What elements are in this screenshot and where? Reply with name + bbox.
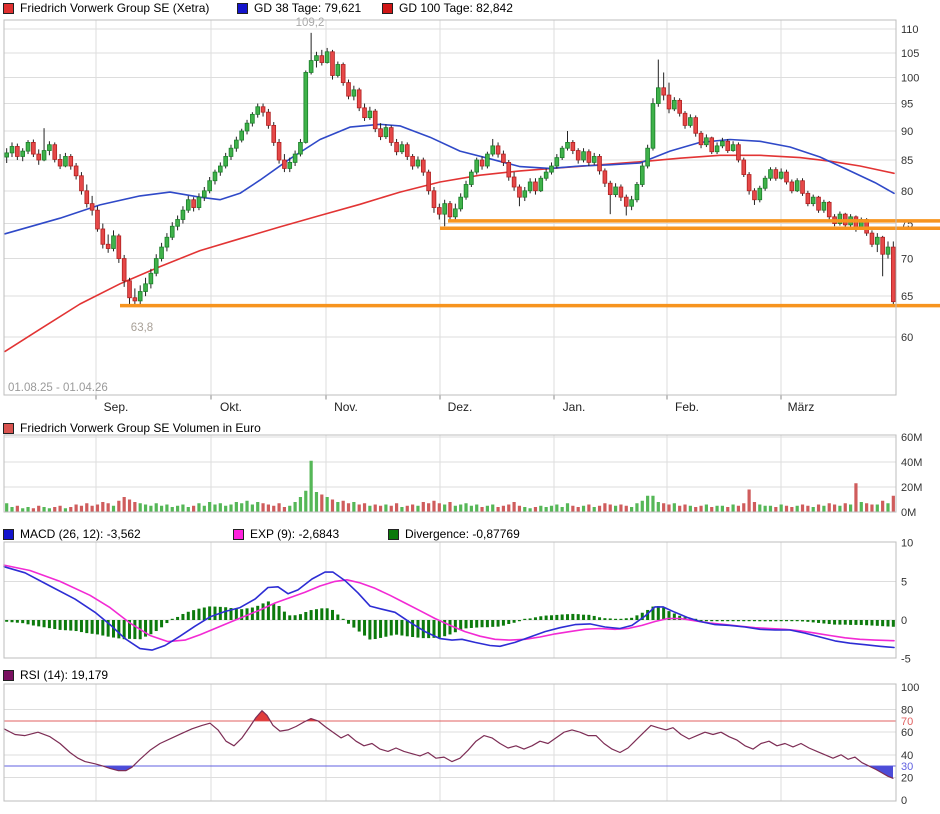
exp-swatch-icon: [233, 529, 244, 540]
volume-ytick: 40M: [901, 457, 922, 469]
rsi-legend: RSI (14): 19,179: [0, 668, 936, 683]
month-label: Nov.: [334, 400, 358, 414]
rsi-ytick: 20: [901, 772, 913, 784]
legend-item-volume: Friedrich Vorwerk Group SE Volumen in Eu…: [3, 421, 261, 435]
instrument-swatch-icon: [3, 3, 14, 14]
low-annotation: 63,8: [131, 322, 153, 334]
month-label: Sep.: [104, 400, 129, 414]
price-ytick: 90: [901, 126, 913, 138]
rsi-label: RSI (14): 19,179: [20, 668, 108, 682]
rsi-ytick: 100: [901, 682, 919, 694]
date-range-annotation: 01.08.25 - 01.04.26: [8, 382, 108, 394]
instrument-label: Friedrich Vorwerk Group SE (Xetra): [20, 1, 209, 15]
price-ytick: 100: [901, 73, 919, 85]
month-label: März: [788, 400, 815, 414]
divergence-swatch-icon: [388, 529, 399, 540]
volume-swatch-icon: [3, 423, 14, 434]
exp-label: EXP (9): -2,6843: [250, 527, 339, 541]
chart-canvas[interactable]: 1101051009590858075706560109,263,801.08.…: [0, 0, 940, 814]
volume-ytick: 0M: [901, 507, 916, 519]
legend-item-macd: MACD (26, 12): -3,562: [3, 527, 141, 541]
macd-ytick: 0: [901, 615, 907, 627]
volume-label: Friedrich Vorwerk Group SE Volumen in Eu…: [20, 421, 261, 435]
gd38-swatch-icon: [237, 3, 248, 14]
macd-ytick: -5: [901, 654, 911, 666]
price-chart-legend: Friedrich Vorwerk Group SE (Xetra) GD 38…: [0, 1, 936, 16]
rsi-ytick: 80: [901, 705, 913, 717]
price-ytick: 105: [901, 48, 919, 60]
legend-item-exp: EXP (9): -2,6843: [233, 527, 339, 541]
price-ytick: 65: [901, 291, 913, 303]
price-ytick: 80: [901, 186, 913, 198]
rsi-ytick: 0: [901, 795, 907, 807]
price-ytick: 110: [901, 24, 919, 36]
rsi-ytick: 30: [901, 761, 913, 773]
legend-item-gd38: GD 38 Tage: 79,621: [237, 1, 361, 15]
divergence-label: Divergence: -0,87769: [405, 527, 520, 541]
macd-label: MACD (26, 12): -3,562: [20, 527, 141, 541]
rsi-ytick: 40: [901, 750, 913, 762]
gd38-label: GD 38 Tage: 79,621: [254, 1, 361, 15]
price-ytick: 70: [901, 254, 913, 266]
month-label: Jan.: [563, 400, 586, 414]
gd100-label: GD 100 Tage: 82,842: [399, 1, 513, 15]
gd100-swatch-icon: [382, 3, 393, 14]
legend-item-rsi: RSI (14): 19,179: [3, 668, 108, 682]
volume-legend: Friedrich Vorwerk Group SE Volumen in Eu…: [0, 421, 936, 436]
stock-chart-widget: 1101051009590858075706560109,263,801.08.…: [0, 0, 940, 814]
price-ytick: 60: [901, 332, 913, 344]
legend-item-instrument: Friedrich Vorwerk Group SE (Xetra): [3, 1, 209, 15]
rsi-ytick: 60: [901, 727, 913, 739]
month-label: Okt.: [220, 400, 242, 414]
month-label: Feb.: [675, 400, 699, 414]
legend-item-gd100: GD 100 Tage: 82,842: [382, 1, 513, 15]
price-ytick: 85: [901, 155, 913, 167]
rsi-ytick: 70: [901, 716, 913, 728]
macd-ytick: 5: [901, 576, 907, 588]
high-annotation: 109,2: [296, 17, 325, 29]
price-ytick: 95: [901, 99, 913, 111]
legend-item-divergence: Divergence: -0,87769: [388, 527, 520, 541]
rsi-swatch-icon: [3, 670, 14, 681]
volume-ytick: 20M: [901, 482, 922, 494]
macd-swatch-icon: [3, 529, 14, 540]
macd-legend: MACD (26, 12): -3,562 EXP (9): -2,6843 D…: [0, 527, 936, 542]
month-label: Dez.: [448, 400, 473, 414]
